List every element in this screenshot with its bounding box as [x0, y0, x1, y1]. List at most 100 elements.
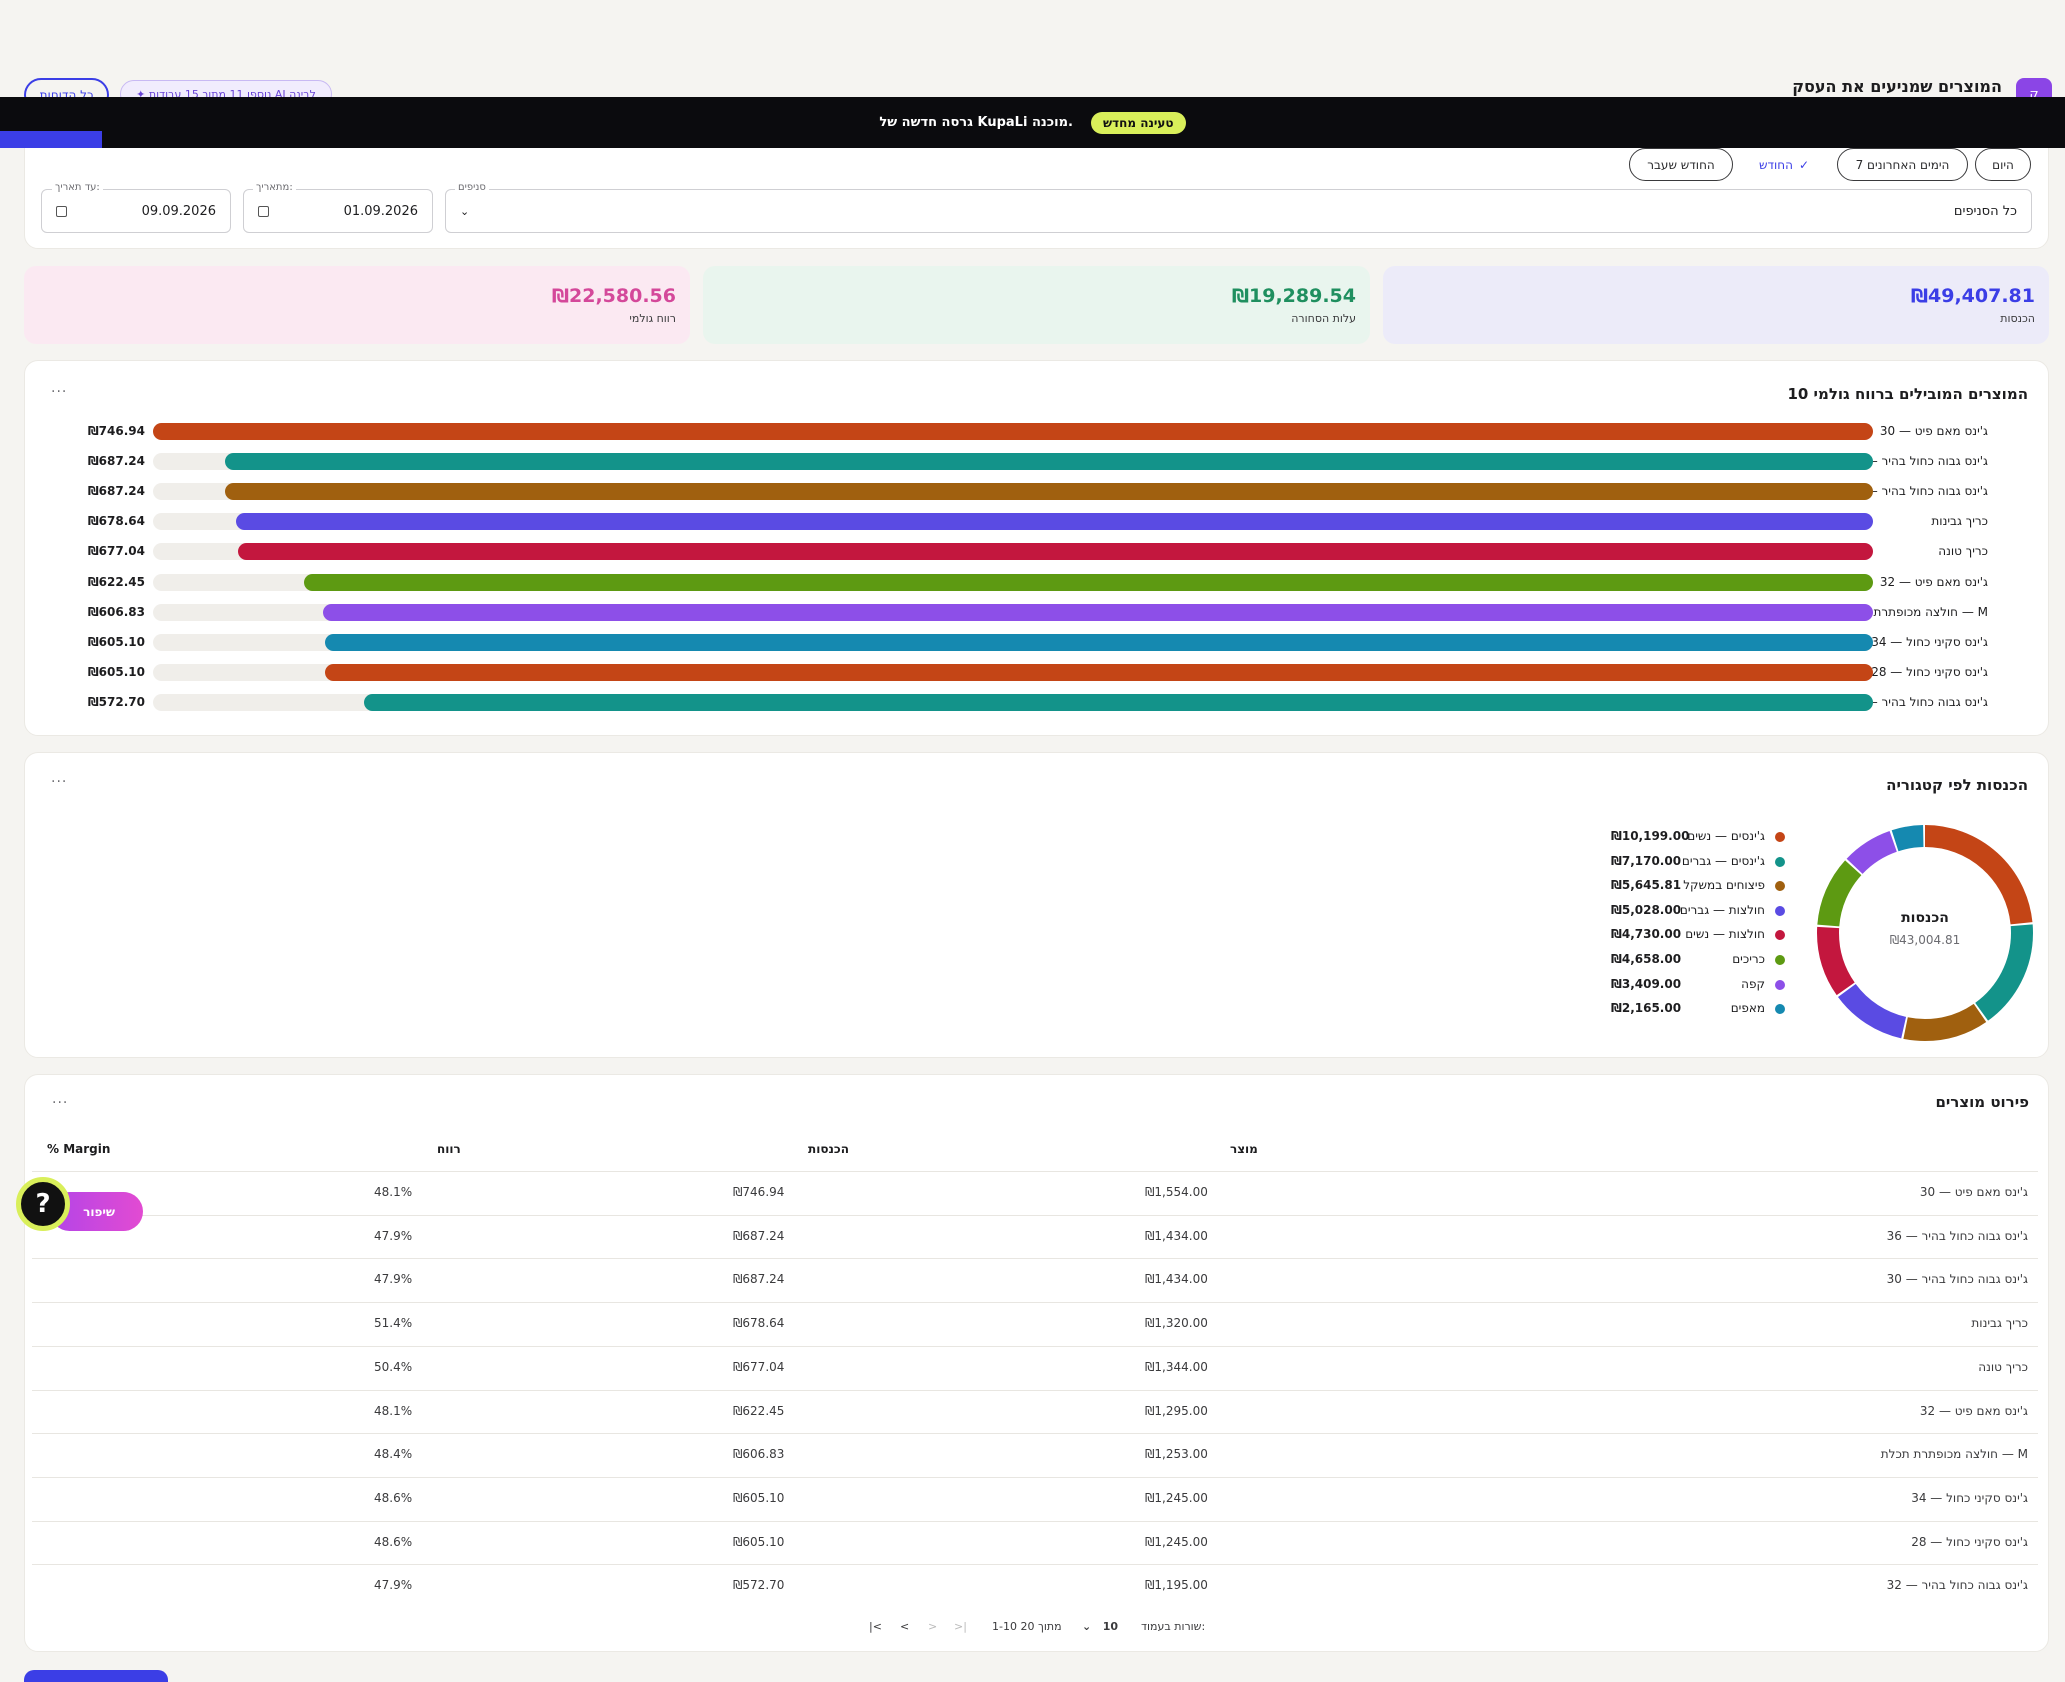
- feedback-label: שיפור: [83, 1204, 115, 1219]
- top-products-title: 10 המוצרים המובילים ברווח גולמי: [1787, 385, 2028, 403]
- cell-margin: 48.6%: [374, 1534, 413, 1549]
- preset-last-month[interactable]: החודש שעבר: [1629, 148, 1733, 181]
- legend-value: ₪10,199.00: [1611, 829, 1690, 843]
- cell-revenue: ₪1,253.00: [1145, 1447, 1208, 1462]
- table-row[interactable]: [32, 1520, 2038, 1522]
- legend-value: ₪5,645.81: [1611, 878, 1682, 893]
- last-page-button[interactable]: >|: [954, 1620, 967, 1633]
- col-header-revenue[interactable]: הכנסות: [808, 1142, 849, 1156]
- cell-profit: ₪687.24: [733, 1272, 785, 1287]
- bar[interactable]: [225, 483, 1873, 501]
- cell-profit: ₪677.04: [733, 1359, 785, 1374]
- bar-value-label: ₪605.10: [87, 634, 145, 649]
- cell-profit: ₪605.10: [733, 1534, 785, 1549]
- cell-margin: 50.4%: [374, 1359, 413, 1374]
- calendar-icon: [258, 205, 269, 217]
- bar[interactable]: [235, 513, 1873, 531]
- revenue-label: הכנסות: [2000, 312, 2035, 325]
- preset-today[interactable]: היום: [1975, 148, 2031, 181]
- cost-value: ₪19,289.54: [1231, 285, 1356, 307]
- legend-dot: [1775, 881, 1785, 892]
- legend-dot: [1775, 955, 1785, 965]
- bar-value-label: ₪622.45: [87, 574, 145, 589]
- top-products-card: 10 המוצרים המובילים ברווח גולמי ··· ג'ינ…: [24, 360, 2049, 736]
- next-page-button[interactable]: >: [928, 1620, 938, 1633]
- legend-dot: [1775, 1004, 1785, 1015]
- table-row[interactable]: [32, 1302, 2038, 1304]
- table-row[interactable]: [32, 1214, 2038, 1216]
- bottom-action-button[interactable]: [24, 1670, 168, 1682]
- cell-profit: ₪678.64: [733, 1316, 785, 1331]
- donut-slice[interactable]: [1817, 825, 2033, 1041]
- preset-7-days[interactable]: 7 הימים האחרונים: [1837, 148, 1968, 181]
- rows-per-page-select[interactable]: ⌄ 10: [1082, 1620, 1119, 1633]
- cell-margin: 48.6%: [374, 1490, 413, 1505]
- breakdown-menu[interactable]: ···: [52, 1095, 69, 1111]
- top-products-menu[interactable]: ···: [51, 384, 68, 400]
- from-date-value: 01.09.2026: [343, 203, 418, 219]
- bar-label: ג'ינס סקיני כחול — 34: [1871, 634, 1988, 649]
- bar-label: ג'ינס סקיני כחול — 28: [1871, 664, 1988, 679]
- bar[interactable]: [324, 663, 1873, 681]
- branches-select[interactable]: ⌄ כל הסניפים: [445, 189, 2032, 233]
- cell-product: כריך גבינות: [1971, 1316, 2028, 1331]
- category-revenue-menu[interactable]: ···: [51, 774, 68, 790]
- reload-button[interactable]: טעינה מחדש: [1090, 111, 1186, 134]
- bar[interactable]: [225, 453, 1873, 471]
- bar[interactable]: [237, 543, 1873, 561]
- cell-revenue: ₪1,245.00: [1145, 1490, 1208, 1505]
- bar[interactable]: [153, 423, 1873, 440]
- cell-product: ג'ינס מאם פיט — 30: [1919, 1185, 2028, 1199]
- donut-slice[interactable]: [1817, 825, 2033, 1041]
- page-title: המוצרים שמניעים את העסק: [1792, 77, 2002, 96]
- table-row[interactable]: [32, 1564, 2038, 1566]
- bar-value-label: ₪678.64: [87, 514, 145, 529]
- bar-value-label: ₪572.70: [87, 694, 145, 709]
- bar[interactable]: [303, 573, 1873, 591]
- branches-value: כל הסניפים: [1953, 203, 2017, 219]
- bar-value-label: ₪687.24: [87, 484, 145, 499]
- bar-value-label: ₪746.94: [87, 424, 145, 438]
- bar[interactable]: [322, 603, 1873, 621]
- to-date-field[interactable]: 09.09.2026: [41, 189, 231, 233]
- donut-slice[interactable]: [1817, 825, 2033, 1041]
- preset-this-month[interactable]: החודש ✓: [1758, 157, 1810, 172]
- revenue-summary: ₪49,407.81 הכנסות: [1383, 266, 2049, 344]
- legend-dot: [1775, 832, 1785, 842]
- legend-dot: [1775, 930, 1785, 941]
- cell-revenue: ₪1,320.00: [1145, 1316, 1208, 1331]
- cell-product: ג'ינס סקיני כחול — 34: [1911, 1490, 2028, 1505]
- table-row[interactable]: [32, 1476, 2038, 1478]
- table-row[interactable]: [32, 1171, 2038, 1172]
- prev-page-button[interactable]: <: [900, 1620, 910, 1633]
- bar-label: ג'ינס מאם פיט — 30: [1879, 424, 1988, 438]
- donut-slice[interactable]: [1817, 825, 2033, 1041]
- col-header-profit[interactable]: רווח: [437, 1142, 461, 1156]
- cell-revenue: ₪1,245.00: [1145, 1534, 1208, 1549]
- legend-label: קפה: [1741, 976, 1765, 991]
- legend-label: ג'ינסים — גברים: [1681, 853, 1765, 868]
- profit-value: ₪22,580.56: [551, 285, 676, 307]
- to-date-label: עד תאריך:: [52, 182, 103, 193]
- cell-profit: ₪622.45: [733, 1403, 785, 1418]
- col-header-product[interactable]: מוצר: [1230, 1142, 1258, 1156]
- legend-value: ₪7,170.00: [1611, 853, 1682, 868]
- table-row[interactable]: [32, 1258, 2038, 1260]
- cell-margin: 47.9%: [374, 1578, 413, 1593]
- cell-product: ג'ינס מאם פיט — 32: [1919, 1403, 2028, 1418]
- table-row[interactable]: [32, 1433, 2038, 1435]
- legend-value: ₪5,028.00: [1611, 902, 1682, 917]
- table-row[interactable]: [32, 1345, 2038, 1347]
- legend-label: ג'ינסים — נשים: [1687, 829, 1765, 843]
- update-banner: גרסה חדשה של KupaLi מוכנה. טעינה מחדש: [0, 97, 2065, 148]
- bar[interactable]: [324, 633, 1873, 651]
- help-button[interactable]: ?: [16, 1177, 70, 1231]
- table-row[interactable]: [32, 1389, 2038, 1391]
- first-page-button[interactable]: |<: [869, 1620, 882, 1633]
- rows-per-page-label: שורות בעמוד:: [1141, 1620, 1206, 1633]
- from-date-field[interactable]: 01.09.2026: [243, 189, 433, 233]
- legend-value: ₪3,409.00: [1611, 976, 1682, 991]
- bar[interactable]: [363, 693, 1873, 711]
- cell-margin: 51.4%: [374, 1316, 413, 1331]
- col-header-margin[interactable]: % Margin: [47, 1142, 111, 1156]
